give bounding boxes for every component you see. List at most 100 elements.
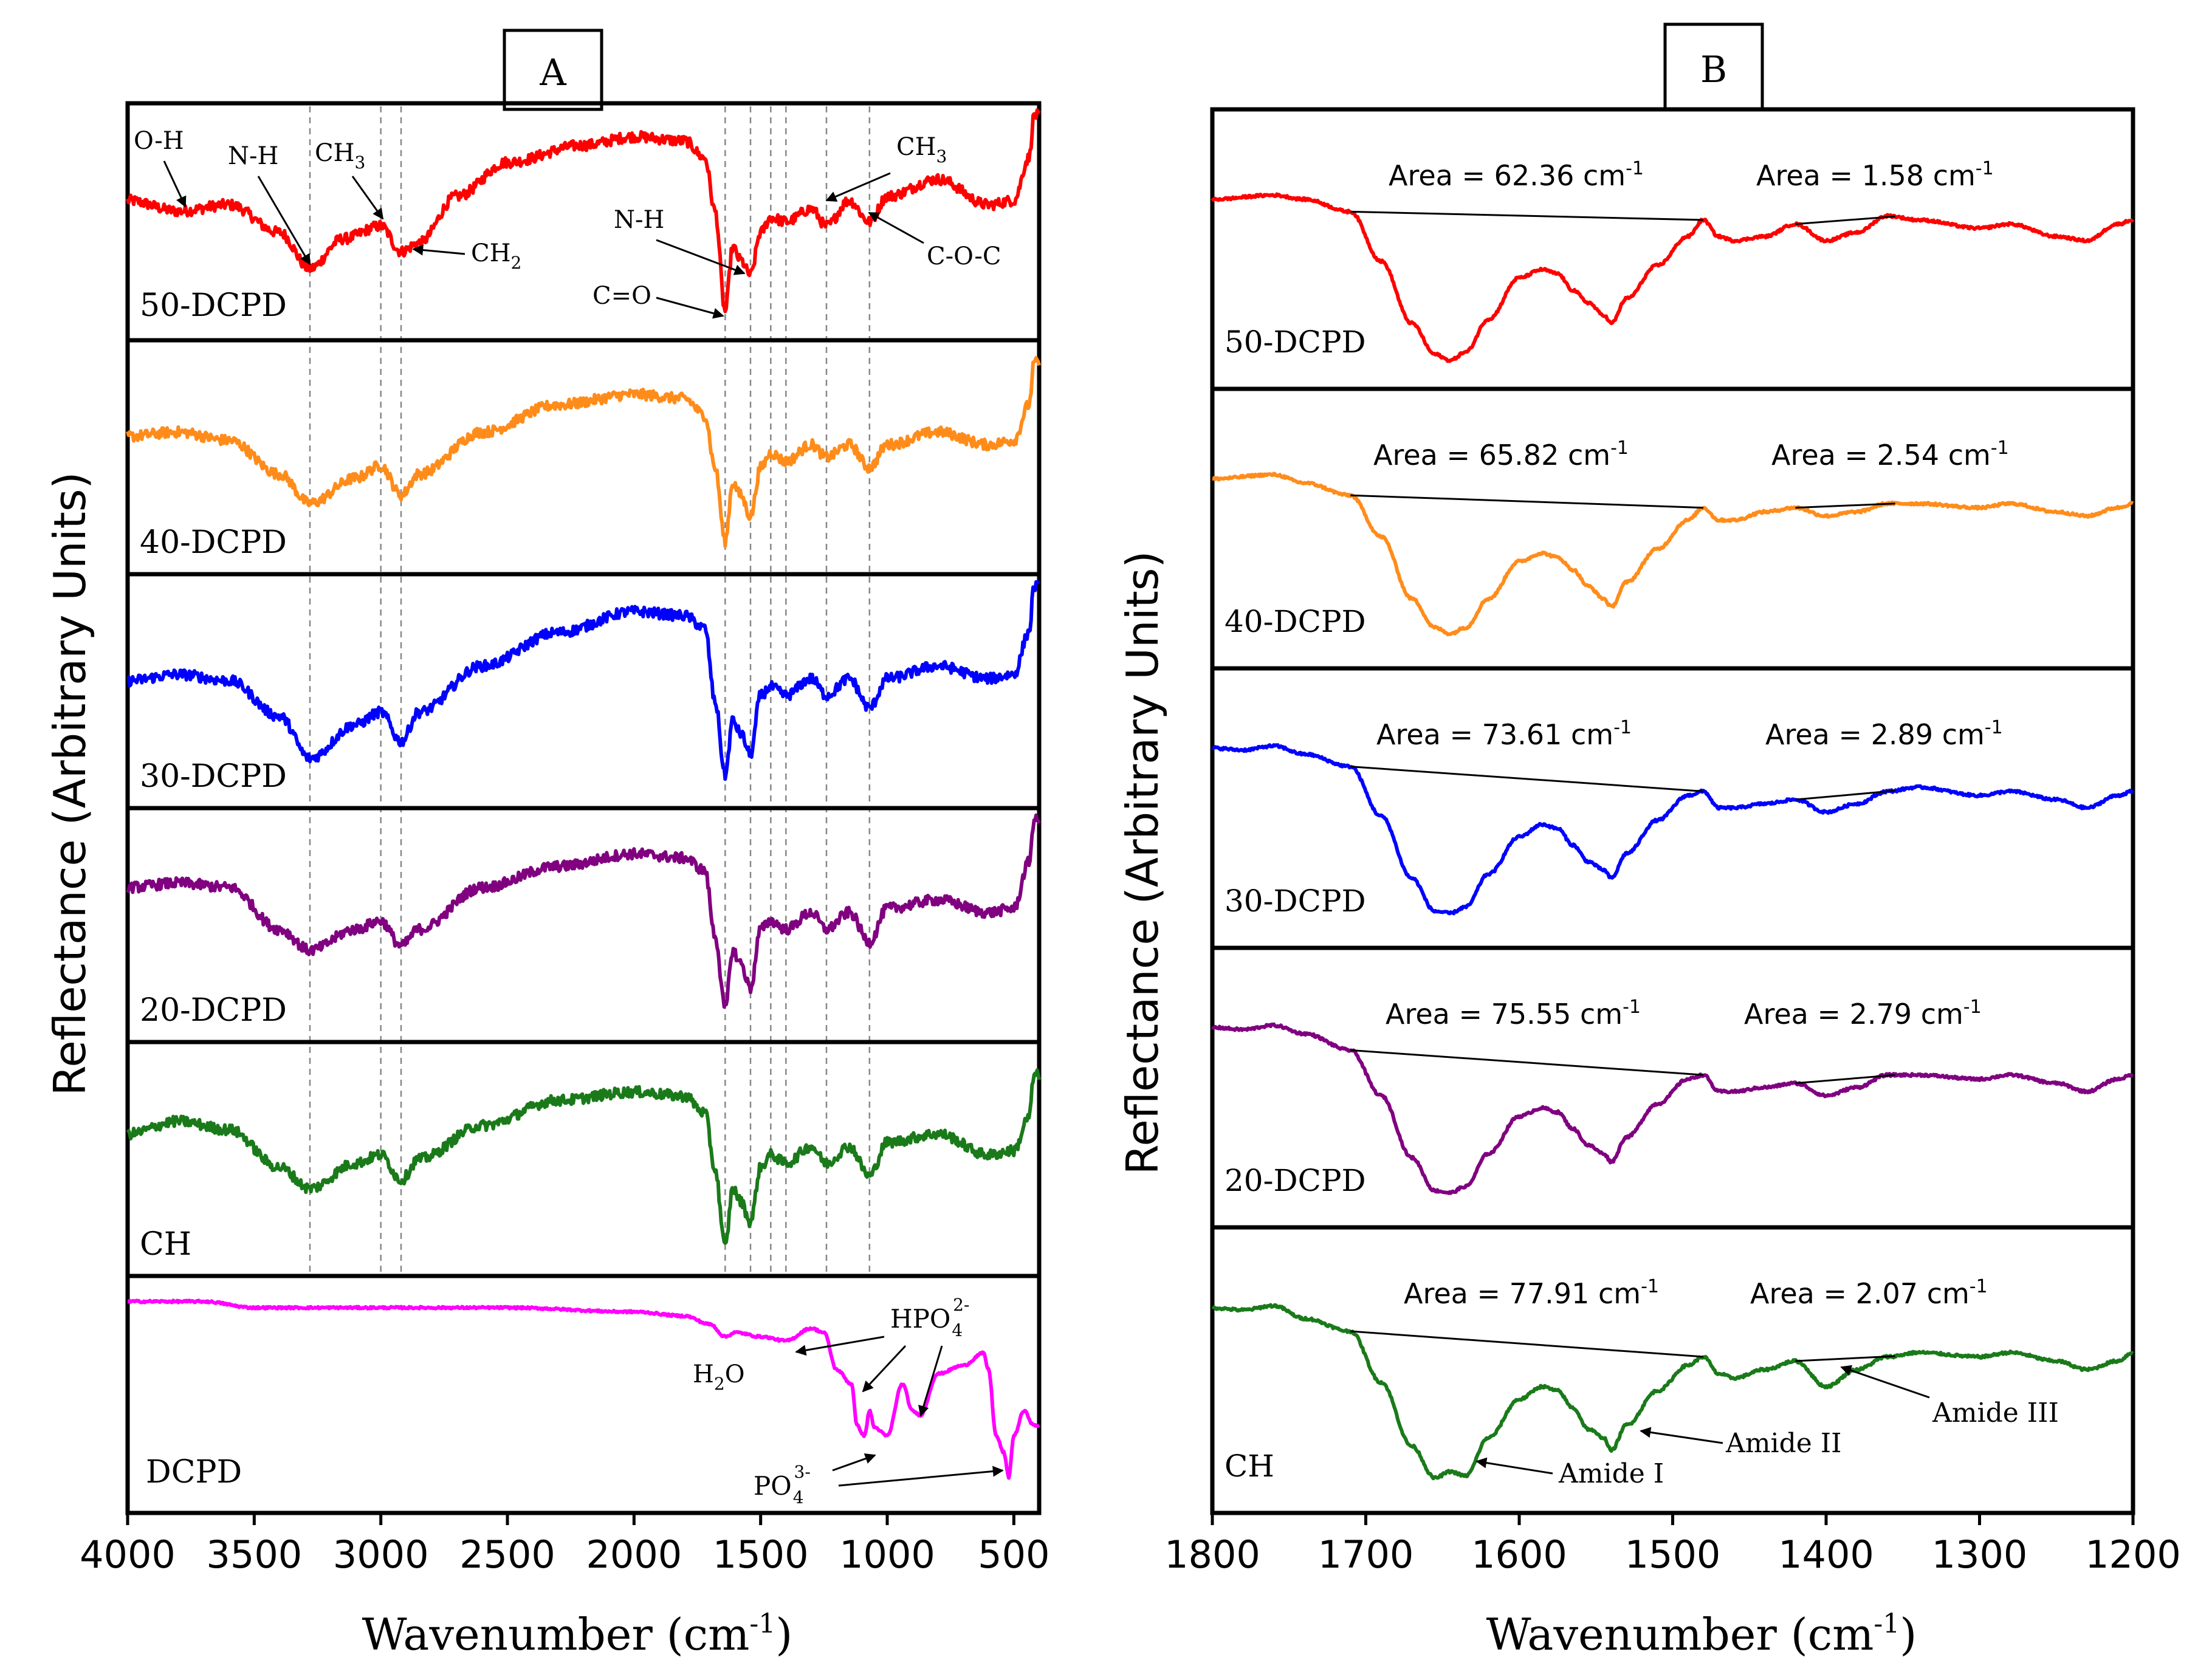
label-b-40-dcpd: 40-DCPD [1224,604,1366,639]
annot-coc: C-O-C [927,242,1001,270]
area-amide3-4: Area = 2.07 cm-1 [1750,1276,1988,1310]
annot-hpo4: HPO42- [890,1295,969,1340]
arrow-ch2 [412,244,465,256]
arrow-nh2 [656,239,746,275]
tick-label-a-3500: 3500 [206,1532,302,1577]
series-a-20-dcpd [126,813,1041,1009]
annot-amide2: Amide II [1725,1428,1842,1459]
annot-po4: PO43- [754,1462,811,1507]
arrow-amide3 [1840,1365,1930,1399]
tick-label-a-500: 500 [978,1532,1049,1577]
baseline-amide3-4 [1795,1355,1895,1362]
tick-label-a-2000: 2000 [586,1532,682,1577]
tick-label-b-1600: 1600 [1471,1532,1567,1577]
annot-nh2: N-H [614,206,664,234]
panel-a-frames [125,101,1042,1515]
series-a-dcpd [126,1298,1040,1480]
area-amide-4: Area = 77.91 cm-1 [1404,1276,1659,1310]
annot-h2o: H2O [693,1360,745,1394]
area-amide3-2: Area = 2.89 cm-1 [1765,717,2003,751]
series-b-ch [1211,1303,2134,1481]
series-b-30-dcpd [1211,743,2134,916]
panel-b-series [1211,192,2135,1481]
annot-amide1: Amide I [1558,1458,1664,1489]
annot-ch2: CH2 [471,239,521,273]
area-amide-0: Area = 62.36 cm-1 [1389,158,1644,192]
panel-b-ticks: 1800 1700 1600 1500 1400 1300 1200 [1164,1513,2181,1577]
panel-a-series [126,108,1041,1480]
series-a-50-dcpd [126,108,1041,314]
tick-label-b-1300: 1300 [1932,1532,2028,1577]
area-amide3-0: Area = 1.58 cm-1 [1756,158,1994,192]
series-a-ch [126,1068,1041,1245]
area-amide-2: Area = 73.61 cm-1 [1376,717,1632,751]
label-b-30-dcpd: 30-DCPD [1224,883,1366,919]
label-20-dcpd: 20-DCPD [140,992,287,1029]
panel-b-ylabel: Reflectance (Arbitrary Units) [1117,551,1168,1175]
tick-label-a-2500: 2500 [459,1532,555,1577]
arrow-nh [257,176,311,266]
area-amide-1: Area = 65.82 cm-1 [1373,437,1629,472]
baseline-amide3-1 [1795,502,1895,509]
baseline-amide3-2 [1795,789,1895,801]
arrow-po4-b [838,1466,1004,1487]
panel-a-ylabel: Reflectance (Arbitrary Units) [44,472,95,1096]
area-amide3-3: Area = 2.79 cm-1 [1744,996,1982,1031]
arrow-hpo4-b [918,1345,943,1417]
arrow-ch3b [825,172,891,202]
panel-b-baselines [1350,210,1895,1362]
tick-label-b-1500: 1500 [1625,1532,1721,1577]
baseline-amide3-3 [1795,1074,1895,1085]
series-b-40-dcpd [1211,472,2134,637]
arrow-amide1 [1475,1457,1553,1475]
series-a-30-dcpd [126,580,1040,781]
panel-b-label: B [1700,49,1727,91]
panel-b-frames [1210,107,2135,1515]
tick-label-a-1500: 1500 [713,1532,809,1577]
panel-a-label-box [503,29,603,111]
area-amide3-1: Area = 2.54 cm-1 [1771,437,2009,472]
arrow-coc [868,211,924,244]
label-dcpd: DCPD [146,1454,242,1490]
panel-a: A 4000 3500 3000 2500 2000 1500 1000 500 50-DCP… [44,29,1050,1660]
frame-a-5 [125,1274,1042,1515]
label-b-ch: CH [1224,1449,1274,1484]
panel-b: B 1800 1700 1600 1500 1400 1300 1200 50-DCPD Ar… [1117,22,2181,1660]
area-amide-3: Area = 75.55 cm-1 [1386,996,1641,1031]
panel-b-xlabel: Wavenumber (cm-1) [1486,1608,1917,1660]
baseline-amide-3 [1350,1049,1704,1076]
baseline-amide-0 [1350,210,1704,221]
tick-label-a-4000: 4000 [80,1532,176,1577]
panel-a-ticks: 4000 3500 3000 2500 2000 1500 1000 500 [80,1513,1050,1577]
arrow-co [656,297,724,319]
tick-label-a-3000: 3000 [333,1532,429,1577]
panel-b-label-box [1663,22,1764,111]
label-40-dcpd: 40-DCPD [140,524,287,561]
annot-ch3b: CH3 [896,133,947,166]
tick-label-b-1700: 1700 [1318,1532,1414,1577]
label-b-50-dcpd: 50-DCPD [1224,324,1366,360]
tick-label-b-1200: 1200 [2085,1532,2181,1577]
panel-b-labels: 50-DCPD Area = 62.36 cm-1 Area = 1.58 cm-1… [1224,158,2009,1484]
tick-label-a-1000: 1000 [839,1532,935,1577]
annot-co: C=O [592,282,651,310]
arrow-amide2 [1640,1427,1723,1444]
series-a-40-dcpd [126,356,1041,548]
baseline-amide-1 [1350,494,1704,509]
arrow-hpo4-a [862,1345,907,1393]
tick-label-b-1400: 1400 [1778,1532,1874,1577]
panel-a-label: A [539,52,566,94]
label-ch: CH [140,1226,191,1263]
baseline-amide3-0 [1795,215,1895,225]
annot-oh: O-H [134,127,184,155]
arrow-h2o [795,1336,885,1356]
tick-label-b-1800: 1800 [1164,1532,1260,1577]
series-b-20-dcpd [1211,1022,2134,1195]
annot-nh: N-H [228,142,278,170]
label-50-dcpd: 50-DCPD [140,287,287,324]
annot-amide3: Amide III [1932,1398,2059,1428]
label-30-dcpd: 30-DCPD [140,758,287,795]
arrow-oh [163,160,187,208]
label-b-20-dcpd: 20-DCPD [1224,1163,1366,1198]
